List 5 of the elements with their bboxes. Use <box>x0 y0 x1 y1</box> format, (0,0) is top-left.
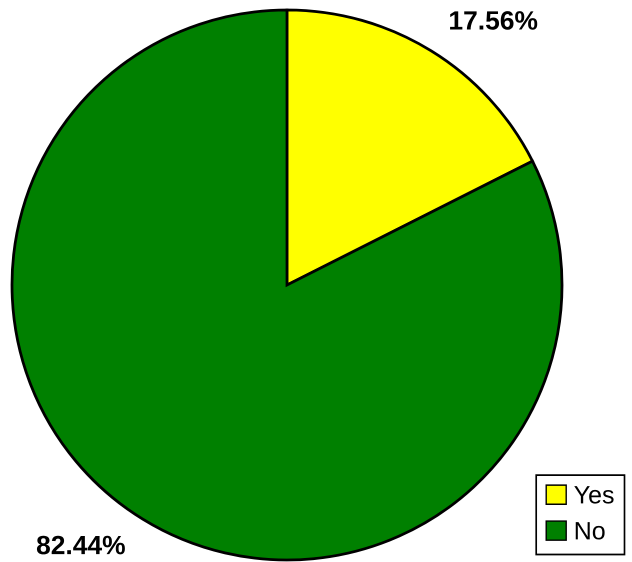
data-label: 17.56% <box>450 11 538 30</box>
data-label: 82.44% <box>36 536 125 554</box>
legend-label: No <box>576 522 605 540</box>
legend-label: Yes <box>574 486 614 504</box>
pie-slice <box>10 8 564 562</box>
